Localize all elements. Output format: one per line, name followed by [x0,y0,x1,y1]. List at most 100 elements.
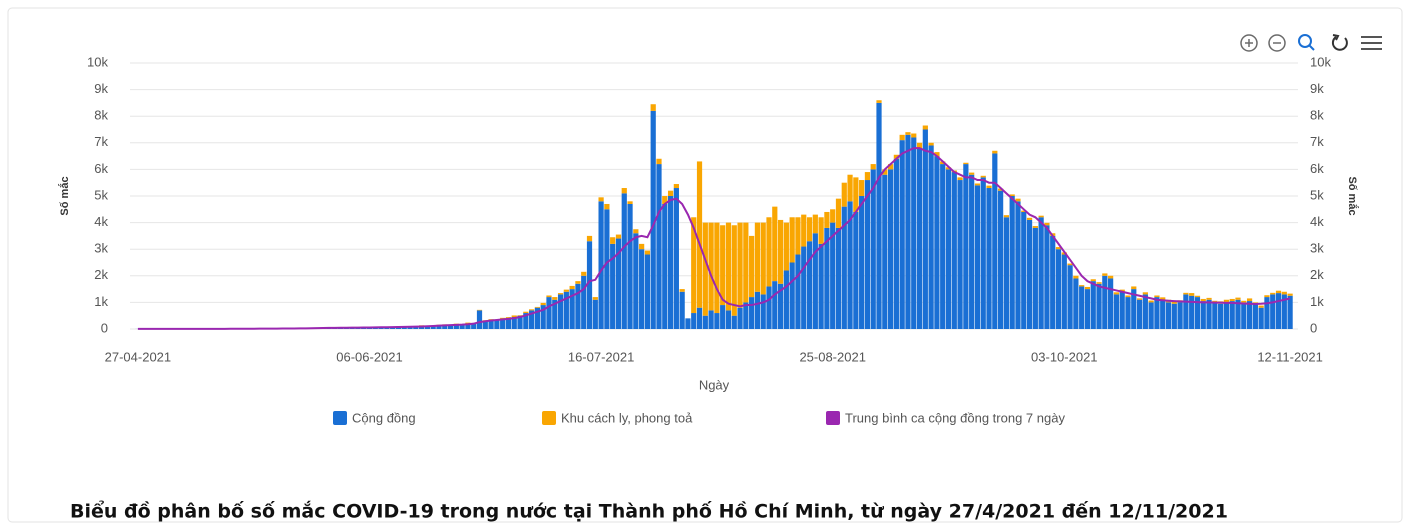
bar [766,286,772,329]
y-tick-label: 3k [94,241,108,256]
bar [1275,293,1282,329]
toolbar [1240,34,1382,52]
bar [980,177,986,329]
bar [523,313,529,329]
bar [911,137,917,329]
bar [754,291,761,329]
bar [1154,295,1160,298]
bar [893,154,899,159]
bar [997,190,1004,329]
bar [505,317,512,329]
bar [604,209,610,329]
bar [482,321,488,329]
bar [859,180,865,196]
x-tick-label: 03-10-2021 [1031,349,1098,364]
bar [818,243,824,329]
bar [679,289,685,292]
bar [1281,291,1287,295]
bar [621,193,627,329]
bar [928,142,934,146]
bar [1189,295,1195,329]
bar [673,188,679,329]
bar [1148,302,1154,329]
bar [714,313,720,329]
selection-zoom-button[interactable] [1298,34,1315,51]
zoom-out-button[interactable] [1268,34,1286,52]
reset-button[interactable] [1331,34,1348,51]
bar [876,102,882,330]
bar [615,238,622,329]
bar [1200,298,1206,302]
bar [957,177,963,181]
bar [818,217,824,244]
bar [853,177,859,212]
y2-tick-label: 9k [1310,81,1324,96]
bar [1212,300,1218,303]
legend-swatch [826,411,840,425]
bar [853,211,859,329]
bar [760,294,766,329]
bar [598,201,604,329]
bar [1177,302,1183,329]
chart-caption: Biểu đồ phân bố số mắc COVID-19 trong nư… [70,500,1228,523]
bar [1073,278,1079,329]
bar [905,134,911,329]
bar [1079,286,1085,329]
bar [934,156,940,329]
bar [731,225,737,316]
bar [743,222,749,303]
bar [1160,297,1166,300]
y2-tick-label: 0 [1310,320,1317,335]
legend-swatch [333,411,347,425]
bar [997,188,1004,191]
bar [922,125,928,130]
bar [1270,294,1276,329]
bar [523,311,529,314]
bar [806,241,813,329]
bar [1009,196,1015,329]
bar [1044,222,1050,226]
bar [517,315,523,329]
bar [795,254,801,329]
bar [1102,275,1108,329]
bar [980,175,986,178]
y-tick-label: 6k [94,161,108,176]
bar [876,100,882,103]
legend-label: Khu cách ly, phong toả [561,410,693,425]
bar [835,198,842,228]
bar [476,310,483,329]
bar [922,129,928,329]
bar [1154,297,1160,329]
bar [413,326,419,329]
bar [1142,294,1148,329]
bar [963,164,969,329]
bar [916,142,923,149]
x-tick-label: 16-07-2021 [568,349,635,364]
y2-tick-label: 6k [1310,161,1324,176]
y-tick-label: 10k [87,54,108,69]
bar [476,309,483,311]
bar [772,281,778,329]
zoom-in-button[interactable] [1240,34,1258,52]
y-tick-label: 7k [94,134,108,149]
bar [1009,194,1015,196]
y2-tick-label: 2k [1310,267,1324,282]
bar [696,307,703,329]
menu-button[interactable] [1361,36,1382,50]
bar [1073,275,1079,279]
bar [1160,299,1166,329]
bar [673,184,679,189]
y2-tick-label: 5k [1310,187,1324,202]
bar [714,222,720,314]
y2-tick-label: 3k [1310,241,1324,256]
bar [847,201,853,329]
bar [1038,217,1044,329]
bar [1252,303,1258,329]
bar [546,297,552,329]
y-tick-label: 1k [94,294,108,309]
bar [1084,289,1091,329]
bar [1212,302,1218,329]
bar [1229,298,1235,302]
y-tick-label: 2k [94,267,108,282]
bar [1206,297,1212,300]
